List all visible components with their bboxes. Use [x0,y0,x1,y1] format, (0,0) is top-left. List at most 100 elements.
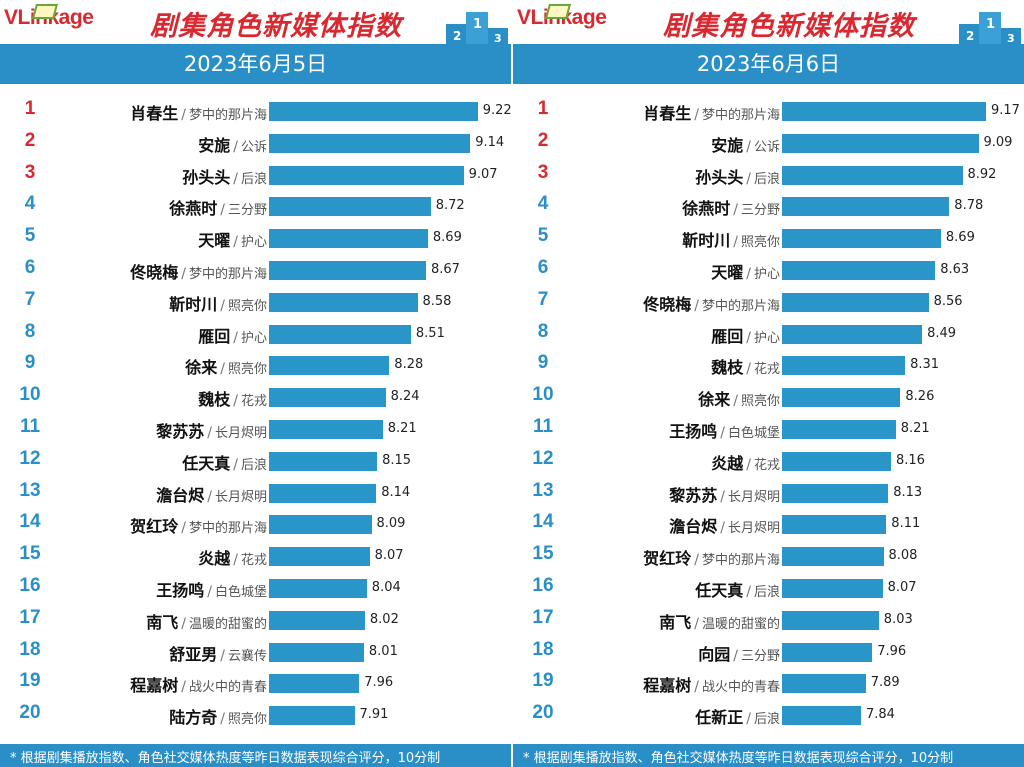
character-name: 炎越 [711,453,744,473]
separator: / [694,297,699,314]
rank-number: 6 [537,257,549,278]
ranking-row: 10 魏枝 / 花戎 8.24 [0,382,511,412]
ranking-row: 9 徐来 / 照亮你 8.28 [0,350,511,380]
character-name: 黎苏苏 [156,422,205,441]
ranking-row: 5 天曜 / 护心 8.69 [0,223,511,253]
character-name: 徐来 [185,358,218,378]
score-value-label: 8.69 [945,230,975,246]
character-name: 陆方奇 [169,708,218,728]
separator: / [694,679,699,696]
ranking-row: 8 雁回 / 护心 8.51 [0,319,511,349]
ranking-row: 16 王扬鸣 / 白色城堡 8.04 [0,573,511,603]
row-label: 炎越 / 花戎 [711,450,780,474]
score-bar [269,229,428,249]
score-bar [269,642,364,662]
score-bar [269,165,464,185]
score-bar [782,292,929,312]
score-value-label: 7.91 [359,707,389,723]
character-name: 雁回 [711,326,744,346]
brand-logo: VLinkage [4,4,94,29]
character-name: 雁回 [198,326,231,346]
character-name: 魏枝 [198,390,231,410]
rank-number: 17 [532,606,554,628]
score-bar [782,483,889,503]
drama-title: 云襄传 [227,648,267,664]
chart-title: 剧集角色新媒体指数 [663,11,915,42]
drama-title: 梦中的那片海 [701,298,780,314]
score-bar [269,324,411,344]
separator: / [220,297,225,314]
drama-title: 梦中的那片海 [701,553,780,569]
rank-number: 2 [24,129,36,151]
character-name: 佟晓梅 [130,263,179,282]
logo-badge-icon [31,4,59,19]
drama-title: 梦中的那片海 [188,108,267,123]
drama-title: 花戎 [240,553,267,569]
character-name: 靳时川 [169,294,218,314]
score-value-label: 8.02 [369,611,399,627]
row-label: 任新正 / 后浪 [695,704,780,728]
character-name: 安旎 [711,135,744,155]
character-name: 澹台烬 [669,517,718,537]
rank-number: 15 [19,543,41,565]
separator: / [720,520,725,537]
character-name: 舒亚男 [169,644,218,664]
rank-number: 1 [537,98,549,119]
ranking-row: 7 靳时川 / 照亮你 8.58 [0,287,511,317]
score-value-label: 8.16 [896,452,925,468]
drama-title: 后浪 [240,457,267,473]
ranking-row: 12 任天真 / 后浪 8.15 [0,446,511,476]
separator: / [746,170,751,187]
character-name: 任新正 [695,708,744,728]
ranking-row: 6 佟晓梅 / 梦中的那片海 8.67 [0,255,511,285]
rank-number: 9 [24,352,36,374]
footer-note: * 根据剧集播放指数、角色社交媒体热度等昨日数据表现综合评分，10分制 [523,751,954,766]
row-label: 贺红玲 / 梦中的那片海 [643,545,780,569]
row-label: 徐来 / 照亮你 [185,354,267,378]
separator: / [233,138,238,155]
score-bar [782,133,979,153]
ranking-row: 10 徐来 / 照亮你 8.26 [513,382,1024,412]
ranking-row: 8 雁回 / 护心 8.49 [513,319,1024,349]
podium-icon: 2 1 3 [959,12,1021,44]
rank-number: 14 [532,511,554,533]
ranking-row: 9 魏枝 / 花戎 8.31 [513,350,1024,380]
drama-title: 长月烬明 [214,426,267,441]
score-bar [782,451,891,471]
ranking-row: 3 孙头头 / 后浪 9.07 [0,160,511,190]
separator: / [220,647,225,664]
score-bar [782,229,941,249]
score-bar [269,356,390,376]
score-bar [269,483,377,503]
ranking-row: 5 靳时川 / 照亮你 8.69 [513,223,1024,253]
ranking-row: 1 肖春生 / 梦中的那片海 9.17 [513,96,1024,126]
score-value-label: 8.78 [954,198,984,214]
score-bar [269,420,383,439]
row-label: 肖春生 / 梦中的那片海 [130,100,267,124]
rank-number: 7 [24,288,36,310]
separator: / [207,584,212,600]
score-value-label: 8.28 [394,357,424,373]
score-value-label: 9.07 [468,166,498,182]
ranking-row: 13 澹台烬 / 长月烬明 8.14 [0,478,511,508]
character-name: 靳时川 [682,231,731,251]
row-label: 魏枝 / 花戎 [711,354,780,378]
drama-title: 护心 [753,330,780,346]
ranking-row: 11 王扬鸣 / 白色城堡 8.21 [513,414,1024,444]
rank-number: 6 [24,257,36,278]
score-bar [269,261,426,280]
row-label: 肖春生 / 梦中的那片海 [643,100,780,124]
footer-banner: * 根据剧集播放指数、角色社交媒体热度等昨日数据表现综合评分，10分制 [0,744,511,767]
brand-logo: VLinkage [517,4,607,29]
ranking-row: 3 孙头头 / 后浪 8.92 [513,160,1024,190]
row-label: 雁回 / 护心 [198,323,267,347]
drama-title: 照亮你 [227,712,267,728]
score-bar [269,610,365,630]
svg-text:3: 3 [1007,32,1015,44]
row-label: 任天真 / 后浪 [695,577,780,601]
separator: / [746,711,751,728]
ranking-row: 2 安旎 / 公诉 9.14 [0,128,511,158]
drama-title: 公诉 [240,139,267,155]
separator: / [694,552,699,569]
score-value-label: 8.58 [422,293,452,309]
